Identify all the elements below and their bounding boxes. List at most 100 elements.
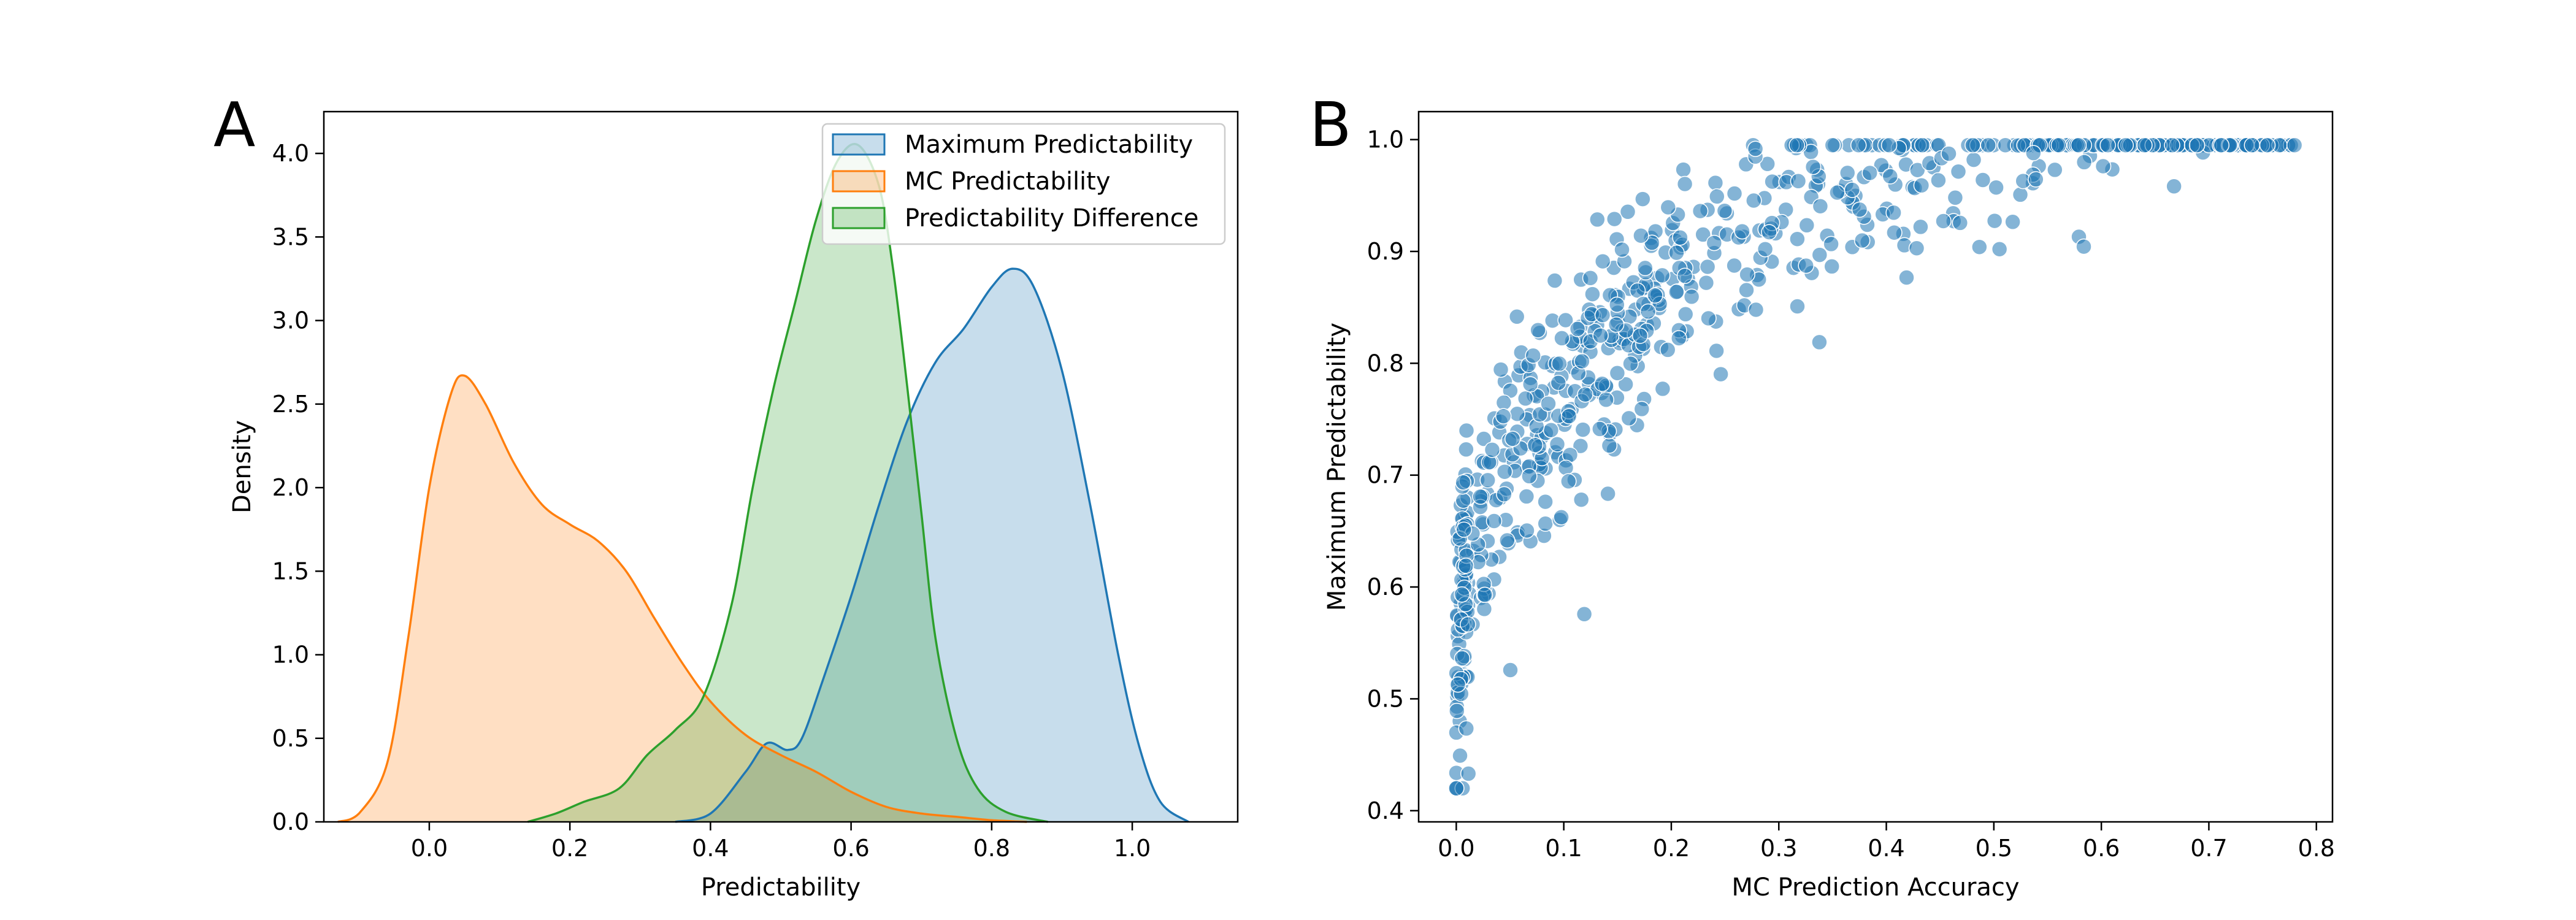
scatter-point xyxy=(1683,288,1700,305)
scatter-point xyxy=(1676,175,1693,193)
scatter-point xyxy=(2047,161,2063,178)
scatter-point xyxy=(1712,366,1729,383)
kde-area-predictability-difference xyxy=(527,144,1048,822)
scatter-point xyxy=(2012,186,2029,203)
scatter-point xyxy=(1986,212,2003,229)
kde-y-tick-label: 0.0 xyxy=(272,808,309,835)
scatter-point xyxy=(1980,137,1997,153)
scatter-point xyxy=(2166,178,2182,195)
kde-x-tick-label: 0.0 xyxy=(411,835,448,862)
scatter-point xyxy=(1738,282,1755,299)
scatter-point xyxy=(1668,244,1685,261)
kde-x-ticks: 0.0 0.2 0.4 0.6 0.8 1.0 xyxy=(411,822,1151,862)
scatter-point xyxy=(2188,137,2206,153)
scatter-point xyxy=(1952,215,1969,231)
scatter-point xyxy=(1647,287,1663,304)
scatter-point xyxy=(1577,386,1593,403)
scatter-point xyxy=(1455,493,1472,509)
scatter-point xyxy=(1496,463,1513,480)
scatter-point xyxy=(1811,334,1828,351)
scatter-point xyxy=(1935,213,1952,229)
kde-x-axis-label: Predictability xyxy=(701,873,861,902)
scatter-point xyxy=(2259,137,2276,153)
scatter-point xyxy=(1525,347,1541,364)
scatter-point xyxy=(1908,240,1925,256)
scatter-point xyxy=(1594,307,1611,324)
scatter-point xyxy=(1668,283,1685,301)
scatter-point xyxy=(1594,253,1611,270)
scatter-point xyxy=(1726,185,1743,202)
scatter-point xyxy=(1747,140,1764,157)
kde-plot: 0.0 0.2 0.4 0.6 0.8 1.0 0.0 0.5 1.0 1.5 2.0 2.5 3.0… xyxy=(228,110,1239,902)
scatter-point xyxy=(1530,322,1546,339)
scatter-point xyxy=(1495,408,1512,424)
scatter-point xyxy=(1880,137,1898,153)
scatter-point xyxy=(2004,213,2021,231)
scatter-point xyxy=(1495,394,1512,411)
scatter-point xyxy=(2213,137,2229,153)
scatter-point xyxy=(1739,266,1755,283)
scatter-point xyxy=(1499,532,1516,549)
scatter-point xyxy=(1531,406,1548,423)
legend-swatch-predictability-difference xyxy=(832,207,886,229)
scatter-point xyxy=(1700,310,1717,327)
scatter-point xyxy=(1839,164,1856,182)
scatter-point xyxy=(1950,163,1967,180)
legend-swatch-mc-predictability xyxy=(832,170,886,193)
scatter-point xyxy=(2244,137,2261,153)
scatter-point xyxy=(1620,410,1638,427)
scatter-point xyxy=(1639,303,1657,320)
scatter-point xyxy=(1971,239,1988,255)
kde-plot-frame xyxy=(323,110,1239,823)
scatter-point xyxy=(1851,201,1868,218)
scatter-y-tick-label: 0.4 xyxy=(1367,797,1404,824)
scatter-point xyxy=(1873,156,1890,174)
scatter-point xyxy=(1504,431,1521,447)
scatter-point xyxy=(2286,137,2303,153)
scatter-point xyxy=(1551,355,1568,372)
scatter-point xyxy=(1476,586,1493,604)
scatter-point xyxy=(1589,211,1606,228)
scatter-point xyxy=(1576,606,1593,623)
scatter-point xyxy=(1947,190,1964,206)
scatter-point xyxy=(1601,437,1618,454)
scatter-point xyxy=(1844,182,1861,198)
scatter-point xyxy=(1654,380,1671,397)
scatter-point xyxy=(1761,224,1777,240)
scatter-y-tick-label: 0.9 xyxy=(1367,238,1404,265)
scatter-point xyxy=(1991,240,2008,258)
scatter-point xyxy=(1677,306,1694,323)
scatter-point xyxy=(1734,223,1750,240)
scatter-point xyxy=(1988,179,2004,196)
scatter-point xyxy=(1757,240,1774,258)
scatter-y-tick-label: 0.7 xyxy=(1367,462,1404,489)
scatter-point xyxy=(1569,321,1586,337)
scatter-point xyxy=(1540,395,1557,412)
scatter-plot: 0.0 0.1 0.2 0.3 0.4 0.5 0.6 0.7 0.8 0.4 0.5 0.6 0.7… xyxy=(1323,110,2335,902)
scatter-point xyxy=(1812,197,1829,215)
kde-area-maximum-predictability xyxy=(675,269,1189,822)
scatter-x-tick-label: 0.1 xyxy=(1545,835,1582,862)
scatter-point xyxy=(1823,258,1840,275)
scatter-y-tick-label: 0.6 xyxy=(1367,573,1404,600)
scatter-point xyxy=(1508,309,1525,325)
scatter-point xyxy=(1698,274,1715,291)
scatter-point xyxy=(2164,137,2180,153)
kde-line-maximum-predictability xyxy=(675,267,1189,823)
scatter-point xyxy=(1965,137,1981,153)
scatter-point xyxy=(1617,376,1634,393)
scatter-point xyxy=(1930,172,1947,189)
scatter-point xyxy=(1592,421,1608,437)
scatter-point xyxy=(1608,316,1625,333)
scatter-point xyxy=(2117,137,2134,153)
scatter-point xyxy=(1460,765,1477,782)
scatter-x-tick-label: 0.3 xyxy=(1760,835,1797,862)
scatter-point xyxy=(1675,161,1692,178)
scatter-point xyxy=(1492,361,1509,378)
scatter-point xyxy=(1850,137,1867,153)
scatter-point xyxy=(1811,247,1828,263)
scatter-point xyxy=(1609,296,1625,313)
scatter-point xyxy=(1913,177,1930,194)
kde-x-tick-label: 0.4 xyxy=(692,835,729,862)
scatter-point xyxy=(1804,158,1822,175)
